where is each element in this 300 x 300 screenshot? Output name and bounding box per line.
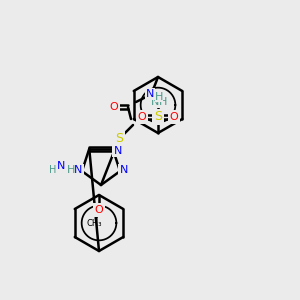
Text: N: N <box>120 165 128 175</box>
Text: S: S <box>115 133 123 146</box>
Text: CH₃: CH₃ <box>86 220 102 229</box>
Text: H: H <box>49 165 57 175</box>
Text: O: O <box>110 102 118 112</box>
Text: H: H <box>159 97 167 107</box>
Text: N: N <box>57 161 65 171</box>
Text: N: N <box>74 165 82 175</box>
Text: H: H <box>67 165 75 175</box>
Text: N: N <box>114 146 122 156</box>
Text: O: O <box>169 112 178 122</box>
Text: N: N <box>151 97 159 107</box>
Text: N: N <box>146 89 154 99</box>
Text: O: O <box>94 205 103 215</box>
Text: O: O <box>138 112 146 122</box>
Text: S: S <box>154 110 162 124</box>
Text: H: H <box>155 92 163 102</box>
